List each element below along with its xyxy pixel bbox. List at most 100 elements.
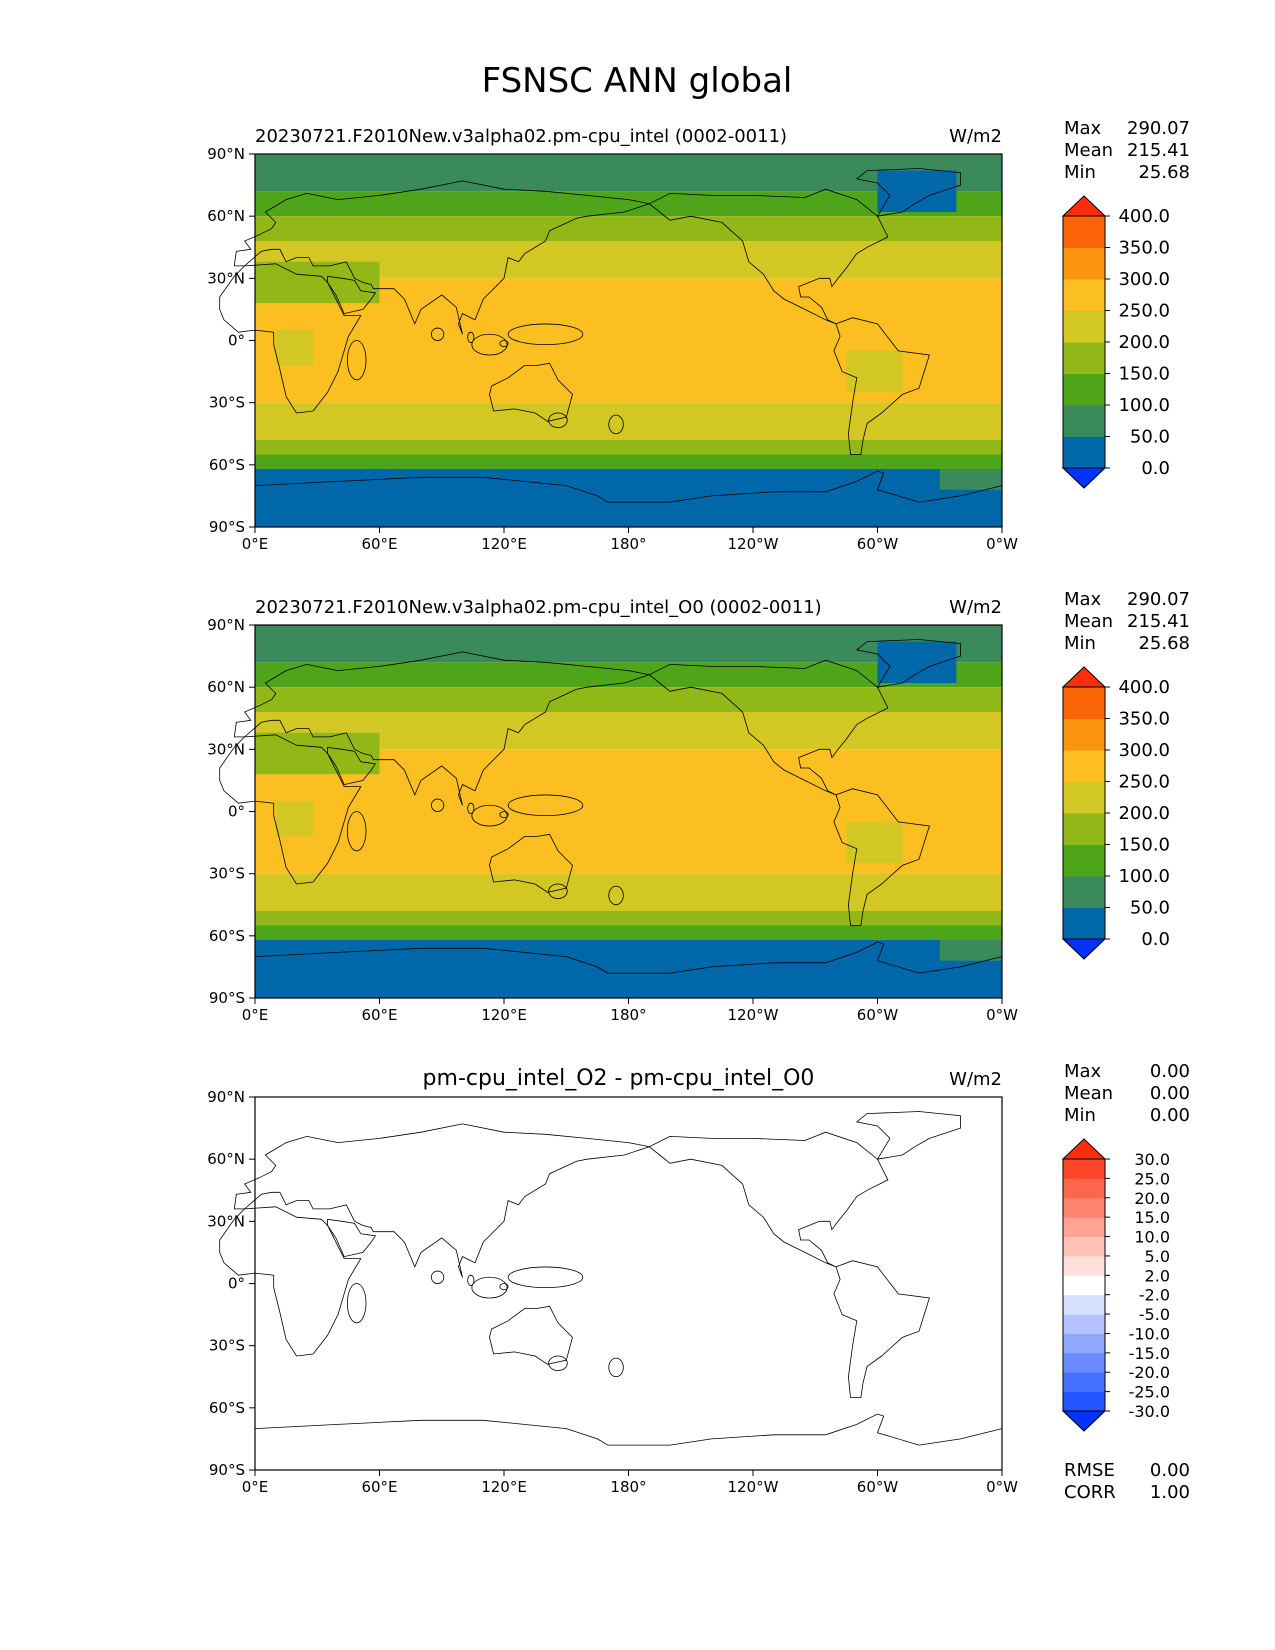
colorbar-extend-max: [1061, 666, 1107, 688]
x-tick-label: 180°: [610, 1006, 646, 1024]
y-tick-label: 90°N: [207, 1088, 245, 1106]
stat-value: 0.00: [1150, 1105, 1190, 1126]
x-tick-label: 0°E: [242, 1006, 269, 1024]
colorbar-level-label: 250.0: [1118, 772, 1170, 793]
coastline-island-5: [608, 885, 624, 906]
colorbar-segment: [1063, 1372, 1105, 1393]
panel-units: W/m2: [949, 126, 1002, 147]
panel-units: W/m2: [949, 1069, 1002, 1090]
stat-label: Mean: [1064, 611, 1113, 632]
stat-value: 290.07: [1127, 118, 1190, 139]
colorbar-extend-min: [1061, 467, 1107, 489]
coastline-island-6: [430, 327, 445, 341]
colorbar-segment: [1063, 342, 1105, 374]
y-tick-label: 0°: [228, 1275, 245, 1293]
coastline-island-8: [467, 802, 475, 814]
colorbar-segment: [1063, 781, 1105, 814]
colorbar-level-label: 0.0: [1141, 929, 1170, 950]
x-tick-label: 120°E: [481, 1478, 527, 1496]
x-tick-label: 120°W: [728, 535, 779, 553]
coastline-island-4: [548, 1355, 568, 1371]
coastline-island-6: [430, 1270, 445, 1284]
coastline-island-2: [471, 333, 508, 356]
contour-band-8: [255, 454, 1002, 469]
stat-label: Min: [1064, 162, 1096, 183]
y-tick-label: 90°N: [207, 616, 245, 634]
colorbar-level-label: 200.0: [1118, 332, 1170, 353]
coastline-arabia: [327, 746, 377, 786]
congo-shade: [275, 330, 314, 366]
colorbar-segment: [1063, 1333, 1105, 1354]
colorbar-level-label: 2.0: [1145, 1266, 1170, 1285]
y-tick-label: 30°S: [209, 865, 245, 883]
colorbar-segment: [1063, 373, 1105, 406]
stat-value: 25.68: [1138, 633, 1190, 654]
stat-value: 215.41: [1127, 611, 1190, 632]
weddell-shade: [939, 939, 1002, 961]
x-tick-label: 0°W: [986, 1006, 1018, 1024]
colorbar: -30.0-25.0-20.0-15.0-10.0-5.0-2.02.05.01…: [1061, 1138, 1170, 1432]
coastline-north-america: [648, 1131, 889, 1268]
y-tick-label: 0°: [228, 332, 245, 350]
x-tick-label: 60°E: [361, 535, 397, 553]
contour-band-3: [255, 687, 1002, 713]
colorbar-segment: [1063, 1294, 1105, 1315]
colorbar-level-label: 0.0: [1141, 458, 1170, 479]
colorbar-level-label: -5.0: [1139, 1305, 1170, 1324]
colorbar-segment: [1063, 687, 1105, 719]
colorbar-segment: [1063, 216, 1105, 248]
coastline-island-4: [548, 883, 568, 899]
colorbar-segment: [1063, 1159, 1105, 1179]
colorbar: 0.0 50.0 100.0 150.0 200.0 250.0 300.0 350.0 400…: [1061, 195, 1170, 489]
coastline-africa: [219, 734, 362, 885]
colorbar-segment: [1063, 907, 1105, 940]
panel-title: pm-cpu_intel_O2 - pm-cpu_intel_O0: [423, 1066, 815, 1091]
x-tick-label: 60°W: [857, 1478, 899, 1496]
coastline-arabia: [327, 1218, 377, 1258]
x-tick-label: 0°W: [986, 535, 1018, 553]
colorbar-segment: [1063, 876, 1105, 908]
coastline-island-1: [507, 1266, 584, 1289]
panel-units: W/m2: [949, 597, 1002, 618]
panel-title: 20230721.F2010New.v3alpha02.pm-cpu_intel…: [255, 126, 787, 147]
weddell-shade: [939, 468, 1002, 490]
stat-value: 0.00: [1150, 1460, 1190, 1481]
colorbar-level-label: 350.0: [1118, 709, 1170, 730]
colorbar-extend-max: [1061, 1138, 1107, 1160]
x-tick-label: 60°E: [361, 1006, 397, 1024]
contour-band-6: [255, 873, 1002, 911]
colorbar-level-label: 300.0: [1118, 269, 1170, 290]
y-tick-label: 60°N: [207, 678, 245, 696]
stat-label: Mean: [1064, 1083, 1113, 1104]
colorbar-segment: [1063, 750, 1105, 782]
contour-band-7: [255, 439, 1002, 455]
coastline-island-2: [471, 804, 508, 827]
y-tick-label: 60°S: [209, 1399, 245, 1417]
coastline-north-america: [648, 659, 889, 796]
colorbar-level-label: 300.0: [1118, 740, 1170, 761]
colorbar-level-label: 5.0: [1145, 1247, 1170, 1266]
contour-band-7: [255, 910, 1002, 926]
coastline-africa: [219, 1206, 362, 1357]
y-tick-label: 30°S: [209, 394, 245, 412]
colorbar-level-label: 250.0: [1118, 301, 1170, 322]
amazon-shade: [846, 821, 903, 864]
stat-label: Min: [1064, 1105, 1096, 1126]
colorbar-segment: [1063, 1275, 1105, 1296]
colorbar-level-label: -10.0: [1129, 1324, 1170, 1343]
panels: 0°E 60°E 120°E 180° 120°W 60°W 0°W 90°N 60°N 30°N…: [207, 118, 1190, 1503]
stat-value: 0.00: [1150, 1083, 1190, 1104]
coastline-south-america: [833, 317, 930, 455]
colorbar-level-label: 100.0: [1118, 866, 1170, 887]
coastline-australia: [489, 1305, 573, 1365]
colorbar-level-label: 15.0: [1134, 1208, 1170, 1227]
colorbar-level-label: -30.0: [1129, 1402, 1170, 1421]
colorbar-segment: [1063, 1236, 1105, 1257]
coastline-island-8: [467, 1274, 475, 1286]
coastline-island-5: [608, 1357, 624, 1378]
y-tick-label: 60°N: [207, 1150, 245, 1168]
x-tick-label: 120°E: [481, 535, 527, 553]
coastline-eurasia: [233, 651, 651, 806]
colorbar-level-label: 100.0: [1118, 395, 1170, 416]
